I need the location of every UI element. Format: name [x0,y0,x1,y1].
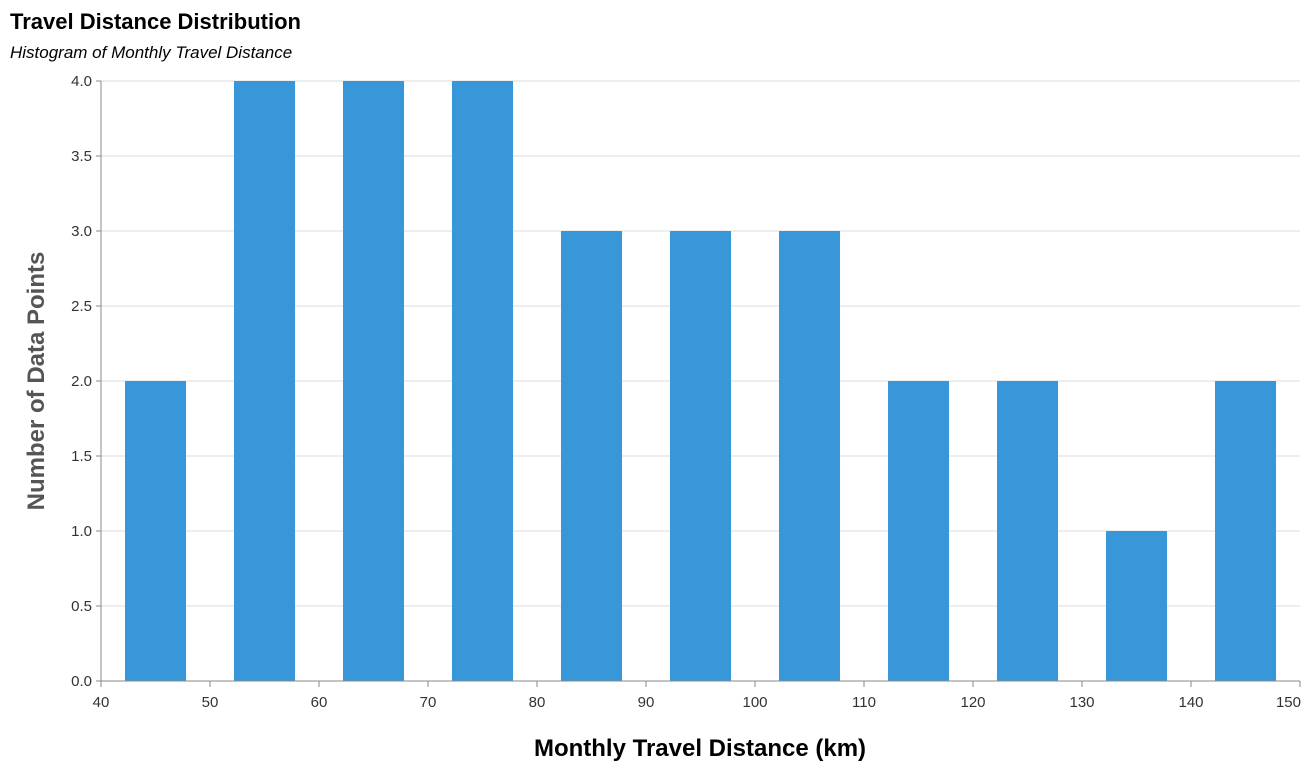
y-axis-title: Number of Data Points [23,252,50,511]
axes: 0.0 0.5 1.0 1.5 2.0 2.5 3.0 3.5 4.0 40 50 60 70 80 90 1… [71,73,1301,711]
x-tick-label: 80 [529,694,546,711]
histogram-bar [1105,531,1168,681]
x-tick-label: 50 [202,694,219,711]
x-tick-label: 150 [1276,694,1301,711]
y-tick-label: 1.5 [71,448,92,465]
x-tick-label: 130 [1069,694,1094,711]
y-tick-label: 3.5 [71,148,92,165]
histogram-bar [124,381,187,681]
histogram-bar [451,81,514,681]
histogram-bars [124,81,1277,681]
x-tick-label: 120 [960,694,985,711]
histogram-bar [1214,381,1277,681]
x-tick-label: 90 [638,694,655,711]
x-tick-label: 100 [742,694,767,711]
histogram-bar [778,231,841,681]
histogram-bar [342,81,405,681]
histogram-bar [560,231,623,681]
y-tick-label: 2.0 [71,373,92,390]
y-tick-label: 0.0 [71,673,92,690]
y-tick-label: 2.5 [71,298,92,315]
x-tick-label: 140 [1178,694,1203,711]
x-tick-label: 110 [852,694,876,711]
chart-subtitle: Histogram of Monthly Travel Distance [10,43,292,62]
y-tick-label: 4.0 [71,73,92,90]
y-tick-label: 3.0 [71,223,92,240]
x-tick-label: 70 [420,694,437,711]
histogram-bar [996,381,1059,681]
chart-title: Travel Distance Distribution [10,9,301,34]
y-tick-label: 1.0 [71,523,92,540]
x-tick-label: 60 [311,694,328,711]
x-tick-label: 40 [93,694,110,711]
histogram-bar [233,81,296,681]
histogram-bar [669,231,732,681]
y-tick-label: 0.5 [71,598,92,615]
x-axis-title: Monthly Travel Distance (km) [534,735,866,762]
histogram-bar [887,381,950,681]
